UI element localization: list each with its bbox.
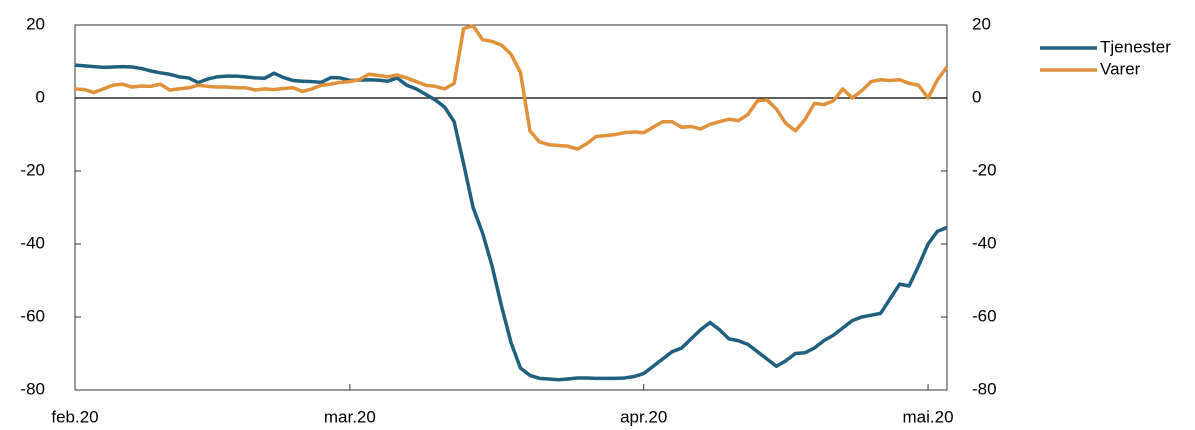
- y-tick-label: -80: [20, 379, 45, 398]
- y-tick-label: 0: [36, 87, 45, 106]
- legend-label: Tjenester: [1100, 37, 1171, 56]
- y2-tick-label: 20: [972, 14, 991, 33]
- x-tick-label: feb.20: [51, 407, 98, 426]
- x-tick-label: apr.20: [620, 407, 667, 426]
- y2-tick-label: -20: [972, 160, 997, 179]
- y2-tick-label: 0: [972, 87, 981, 106]
- y-tick-label: -40: [20, 233, 45, 252]
- x-tick-label: mai.20: [903, 407, 954, 426]
- y-tick-label: -20: [20, 160, 45, 179]
- series-line: [74, 63, 948, 382]
- series-line: [74, 23, 949, 151]
- y2-tick-label: -80: [972, 379, 997, 398]
- y-tick-label: 20: [26, 14, 45, 33]
- y-tick-label: -60: [20, 306, 45, 325]
- y2-tick-label: -60: [972, 306, 997, 325]
- legend-label: Varer: [1100, 59, 1141, 78]
- y2-tick-label: -40: [972, 233, 997, 252]
- x-tick-label: mar.20: [324, 407, 376, 426]
